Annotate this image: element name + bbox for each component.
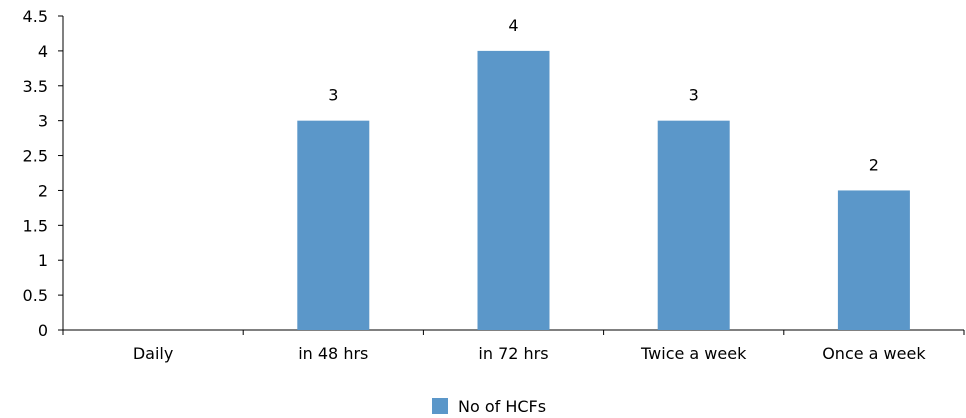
y-tick-label: 1 xyxy=(38,251,48,270)
y-tick-label: 3.5 xyxy=(23,77,48,96)
data-label: 2 xyxy=(869,155,879,174)
x-tick-label: in 72 hrs xyxy=(478,344,548,363)
y-tick-label: 2.5 xyxy=(23,147,48,166)
y-tick-label: 0.5 xyxy=(23,286,48,305)
y-axis: 0 0.5 1 1.5 2 2.5 3 3.5 4 4.5 xyxy=(23,7,64,340)
x-tick-label: Daily xyxy=(133,344,173,363)
x-tick-label: Twice a week xyxy=(640,344,747,363)
bar xyxy=(657,120,730,331)
bar xyxy=(297,120,370,331)
data-label: 4 xyxy=(508,16,518,35)
y-tick-label: 4.5 xyxy=(23,7,48,26)
x-axis: Daily in 48 hrs in 72 hrs Twice a week Once … xyxy=(62,329,965,363)
bar xyxy=(837,190,910,330)
legend: No of HCFs xyxy=(432,396,546,416)
bar xyxy=(477,50,550,331)
legend-label: No of HCFs xyxy=(458,396,547,416)
data-label: 3 xyxy=(689,86,699,105)
legend-swatch xyxy=(432,398,448,414)
bars xyxy=(297,50,910,331)
x-tick-label: Once a week xyxy=(822,344,926,363)
y-tick-label: 0 xyxy=(38,321,48,340)
y-tick-label: 3 xyxy=(38,112,48,131)
data-label: 3 xyxy=(328,86,338,105)
y-tick-label: 1.5 xyxy=(23,216,48,235)
y-tick-label: 4 xyxy=(38,42,48,61)
data-labels: 3 4 3 2 xyxy=(328,16,879,175)
y-tick-label: 2 xyxy=(38,181,48,200)
x-tick-label: in 48 hrs xyxy=(298,344,368,363)
